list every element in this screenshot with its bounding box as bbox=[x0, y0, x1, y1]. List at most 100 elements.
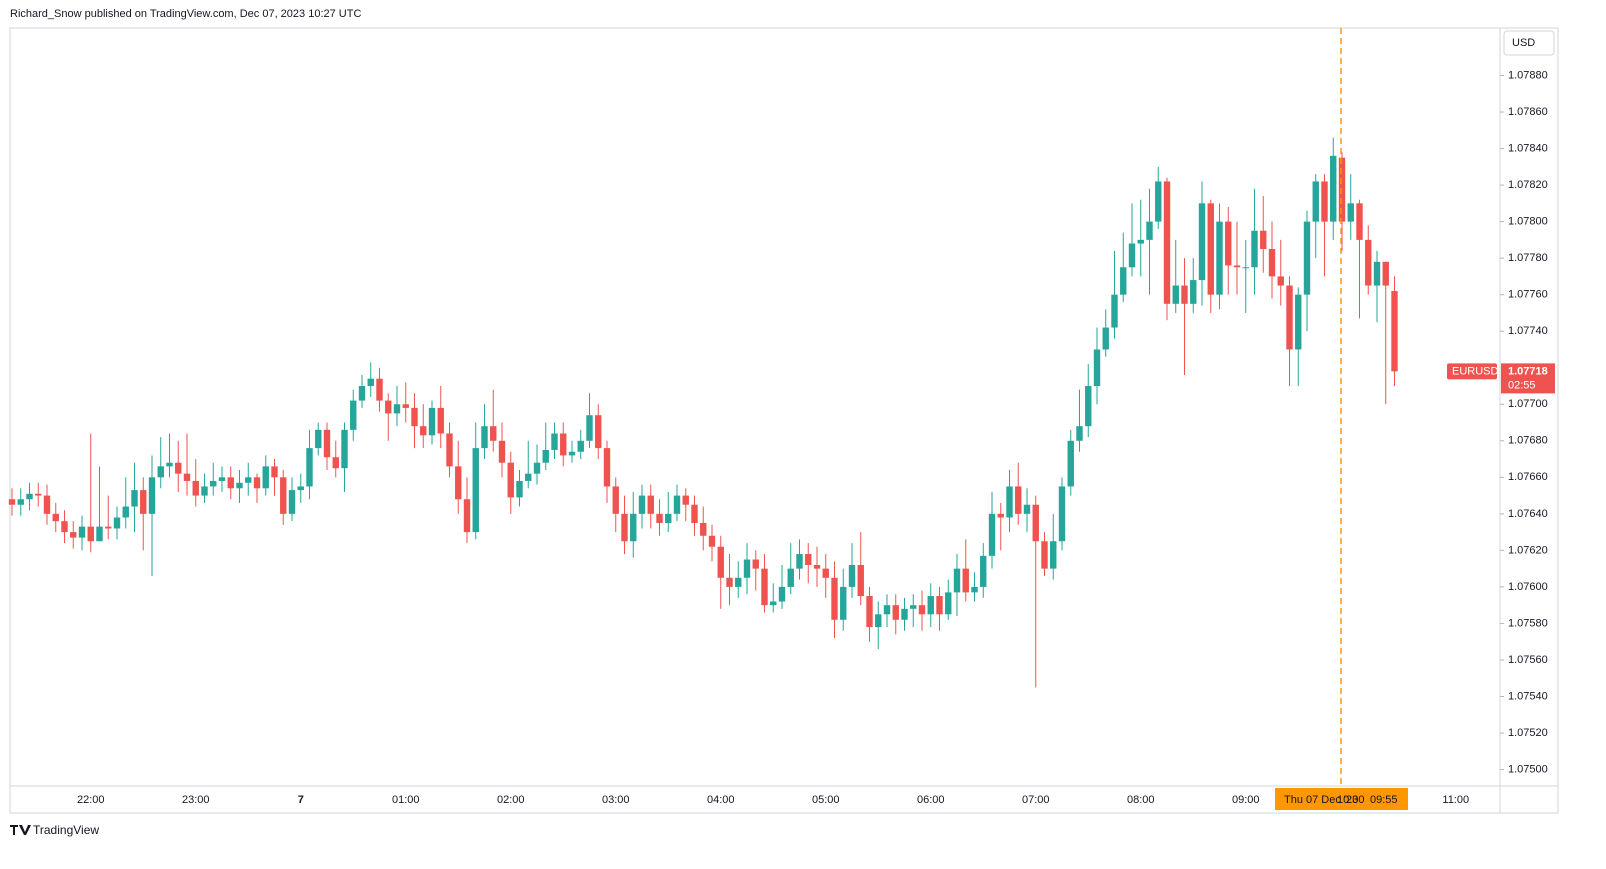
candle-body bbox=[1076, 426, 1083, 441]
candle-body bbox=[52, 513, 59, 522]
candle-body bbox=[875, 614, 882, 628]
y-tick-label: 1.07840 bbox=[1508, 142, 1548, 154]
x-tick-label: 08:00 bbox=[1127, 794, 1155, 806]
candle-body bbox=[288, 490, 296, 514]
candle-body bbox=[1242, 267, 1249, 269]
candle-body bbox=[315, 429, 322, 449]
y-tick-label: 1.07760 bbox=[1508, 289, 1548, 301]
candle-body bbox=[1216, 221, 1223, 295]
candle-body bbox=[533, 462, 541, 474]
candle-body bbox=[437, 407, 444, 434]
x-tick-label: 09:00 bbox=[1232, 794, 1260, 806]
candle-body bbox=[481, 426, 488, 449]
candle-body bbox=[778, 586, 786, 602]
candle-body bbox=[498, 440, 506, 463]
y-tick-label: 1.07580 bbox=[1508, 617, 1548, 629]
logo-mark bbox=[10, 825, 31, 835]
candle-body bbox=[175, 462, 182, 474]
candle-body bbox=[1067, 440, 1074, 487]
candle-body bbox=[1303, 221, 1311, 295]
candle-body bbox=[236, 482, 243, 489]
crosshair-time: 09:55 bbox=[1370, 794, 1398, 806]
candle-body bbox=[157, 466, 164, 478]
candle-body bbox=[682, 495, 689, 505]
brand: TradingView bbox=[33, 823, 99, 837]
candle-body bbox=[446, 433, 453, 467]
candle-body bbox=[691, 504, 698, 523]
candle-body bbox=[980, 555, 987, 587]
candle-body bbox=[630, 513, 637, 542]
last-price-symbol-bg bbox=[1447, 363, 1497, 380]
last-price-symbol: EURUSD bbox=[1452, 365, 1499, 377]
last-price-tag bbox=[1501, 363, 1555, 394]
candle-body bbox=[761, 568, 768, 606]
candle-body bbox=[1146, 221, 1153, 240]
candle-body bbox=[8, 499, 16, 505]
y-tick-label: 1.07820 bbox=[1508, 179, 1548, 191]
candle-body bbox=[568, 451, 576, 456]
candle-body bbox=[997, 513, 1004, 518]
candle-body bbox=[341, 429, 348, 469]
y-tick-label: 1.07660 bbox=[1508, 471, 1548, 483]
candle-body bbox=[1260, 230, 1267, 250]
crosshair-date: Thu 07 Dec '23 bbox=[1284, 794, 1358, 806]
candle-body bbox=[787, 568, 794, 587]
candle-body bbox=[96, 526, 103, 542]
candle-body bbox=[595, 415, 602, 449]
candle-body bbox=[971, 586, 978, 593]
candle-body bbox=[385, 400, 392, 414]
candle-body bbox=[1286, 285, 1293, 350]
candle-body bbox=[350, 400, 357, 430]
candle-body bbox=[122, 506, 129, 518]
candle-body bbox=[245, 477, 252, 483]
candle-body bbox=[1277, 276, 1284, 286]
candle-body bbox=[586, 415, 593, 441]
candle-body bbox=[910, 605, 917, 609]
candle-body bbox=[1120, 267, 1127, 295]
candle-body bbox=[1155, 181, 1162, 222]
candle-body bbox=[603, 448, 611, 487]
candle-body bbox=[866, 596, 873, 628]
candle-body bbox=[428, 407, 436, 436]
candle-body bbox=[516, 480, 523, 498]
candle-body bbox=[253, 477, 261, 489]
x-tick-label: 23:00 bbox=[182, 794, 210, 806]
candle-body bbox=[1207, 203, 1214, 295]
y-tick-label: 1.07680 bbox=[1508, 435, 1548, 447]
currency-button[interactable] bbox=[1503, 30, 1555, 56]
candle-body bbox=[113, 517, 121, 529]
candle-body bbox=[822, 568, 829, 578]
candle-body bbox=[472, 448, 479, 533]
candle-body bbox=[700, 522, 707, 536]
candle-body bbox=[376, 378, 383, 401]
y-tick-label: 1.07600 bbox=[1508, 581, 1548, 593]
candle-body bbox=[1181, 285, 1188, 304]
candle-body bbox=[1172, 285, 1179, 304]
candle-body bbox=[78, 526, 86, 538]
candle-body bbox=[1190, 280, 1197, 304]
candle-body bbox=[192, 480, 199, 496]
currency: USD bbox=[1512, 37, 1535, 49]
candle-body bbox=[323, 429, 331, 458]
candle-body bbox=[883, 605, 891, 615]
last-price-countdown: 02:55 bbox=[1508, 379, 1536, 391]
candle-body bbox=[1137, 239, 1144, 244]
x-tick-label: 04:00 bbox=[707, 794, 735, 806]
candle-body bbox=[551, 433, 558, 450]
y-tick-label: 1.07500 bbox=[1508, 763, 1548, 775]
candle-body bbox=[542, 449, 549, 463]
candle-body bbox=[1023, 504, 1031, 514]
candle-body bbox=[105, 526, 112, 529]
last-price-value: 1.07718 bbox=[1508, 365, 1548, 377]
candle-body bbox=[183, 473, 191, 481]
x-tick-label: 02:00 bbox=[497, 794, 525, 806]
candle-body bbox=[507, 462, 514, 498]
candle-body bbox=[901, 608, 908, 620]
candle-body bbox=[1321, 181, 1328, 222]
candle-body bbox=[1015, 486, 1022, 514]
candle-body bbox=[490, 426, 497, 441]
x-tick-label: 05:00 bbox=[812, 794, 840, 806]
candle-body bbox=[525, 473, 532, 481]
y-tick-label: 1.07740 bbox=[1508, 325, 1548, 337]
